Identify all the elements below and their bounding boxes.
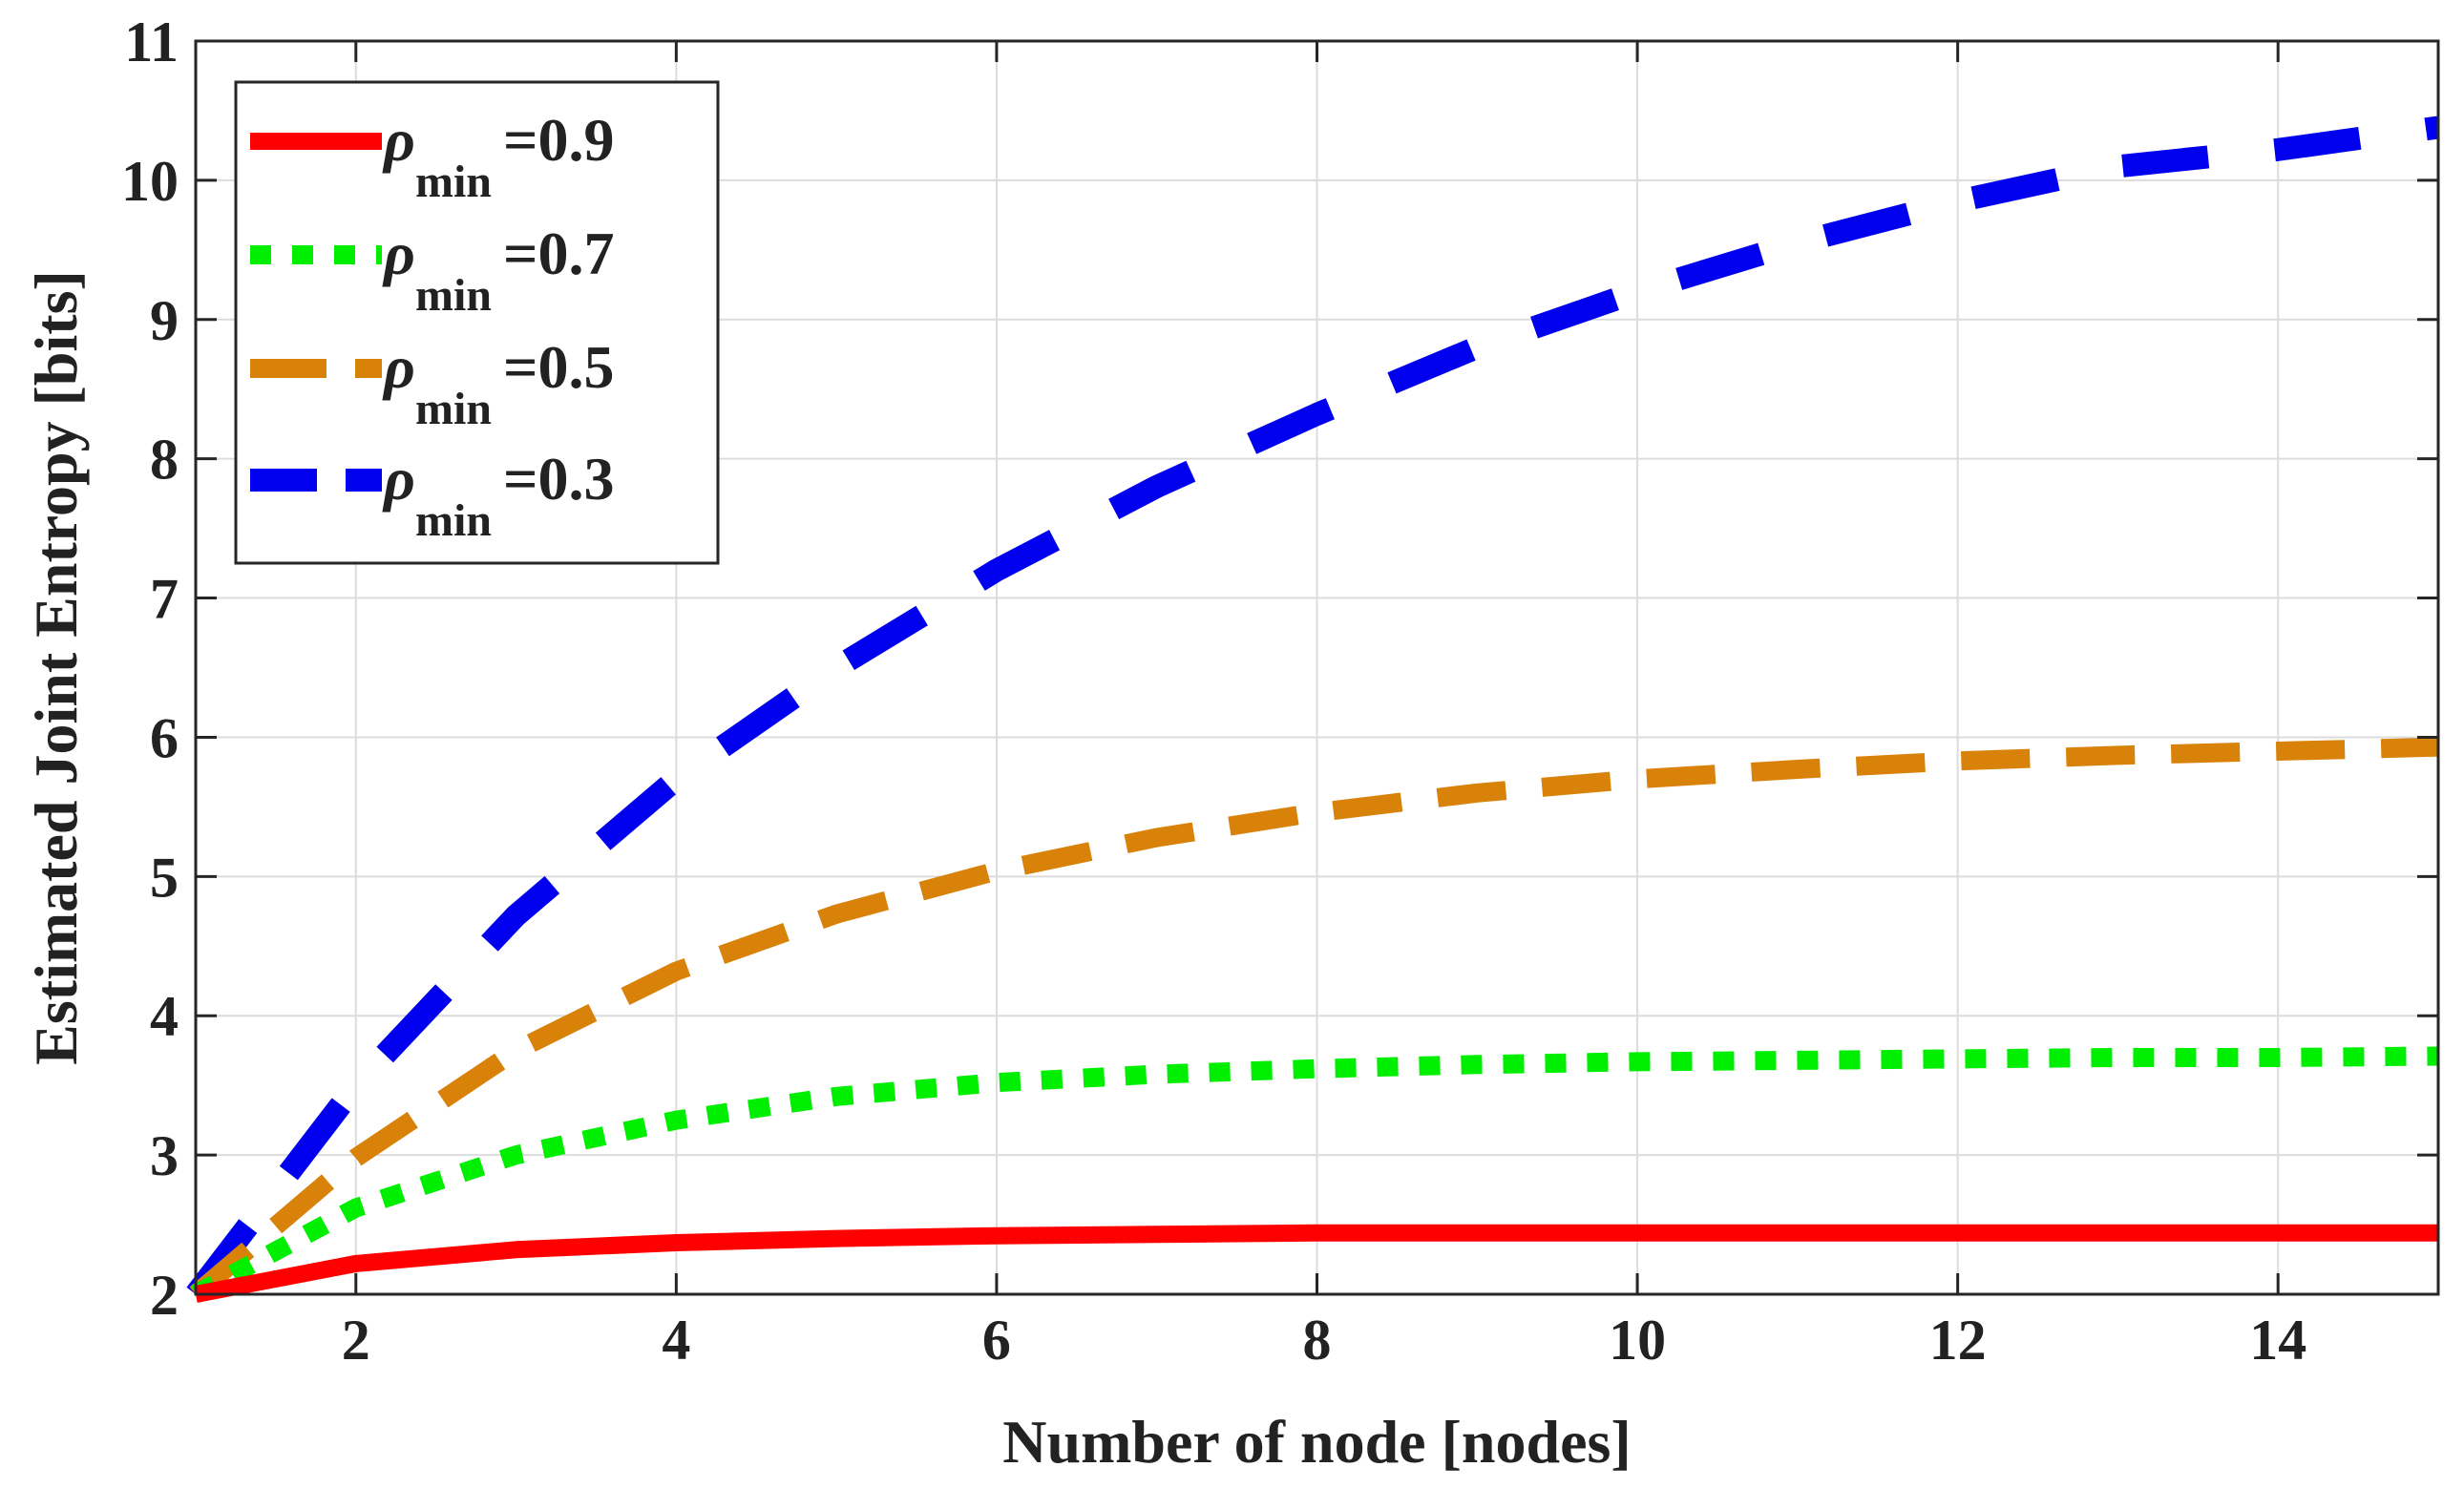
legend-label-2: ρmin=0.7 <box>382 220 614 321</box>
x-tick-label: 4 <box>662 1309 690 1372</box>
y-tick-label: 3 <box>150 1124 179 1187</box>
legend-value: =0.7 <box>503 220 614 287</box>
legend-value: =0.3 <box>503 445 614 513</box>
y-axis-title: Estimated Joint Entropy [bits] <box>22 270 90 1065</box>
legend-label-1: ρmin=0.9 <box>382 106 614 207</box>
axis-ticks <box>196 39 2438 1296</box>
y-tick-label: 11 <box>124 10 179 73</box>
legend-subscript: min <box>415 157 492 207</box>
legend-symbol: ρ <box>382 445 415 513</box>
legend-subscript: min <box>415 495 492 546</box>
x-tick-label: 10 <box>1609 1309 1666 1372</box>
legend-symbol: ρ <box>382 220 415 287</box>
x-axis-title: Number of node [nodes] <box>1002 1408 1631 1476</box>
x-tick-label: 8 <box>1303 1309 1332 1372</box>
legend-label-4: ρmin=0.3 <box>382 445 614 546</box>
legend-symbol: ρ <box>382 106 415 174</box>
legend-value: =0.5 <box>503 333 614 401</box>
legend-value: =0.9 <box>503 106 614 174</box>
series-line-1 <box>194 1224 2438 1303</box>
legend-subscript: min <box>415 384 492 434</box>
y-tick-label: 10 <box>121 150 179 213</box>
x-tick-label: 12 <box>1929 1309 1987 1372</box>
y-tick-label: 2 <box>150 1264 179 1327</box>
x-tick-label: 2 <box>342 1309 370 1372</box>
y-tick-label: 6 <box>150 706 179 769</box>
tick-labels: 2 4 6 8 10 12 14 2 3 4 5 6 7 8 9 10 11 <box>121 10 2306 1372</box>
y-tick-label: 4 <box>150 985 179 1048</box>
y-tick-label: 8 <box>150 429 179 492</box>
series-line-3 <box>189 737 2439 1302</box>
legend-subscript: min <box>415 270 492 321</box>
series-lines <box>186 115 2440 1303</box>
x-tick-label: 6 <box>982 1309 1011 1372</box>
series-line-2 <box>191 1046 2439 1303</box>
legend-label-3: ρmin=0.5 <box>382 333 614 434</box>
x-tick-label: 14 <box>2249 1309 2306 1372</box>
legend-symbol: ρ <box>382 333 415 401</box>
y-tick-label: 9 <box>150 289 179 352</box>
series-line-4 <box>186 115 2440 1302</box>
y-tick-label: 5 <box>150 846 179 909</box>
y-tick-label: 7 <box>150 568 179 631</box>
